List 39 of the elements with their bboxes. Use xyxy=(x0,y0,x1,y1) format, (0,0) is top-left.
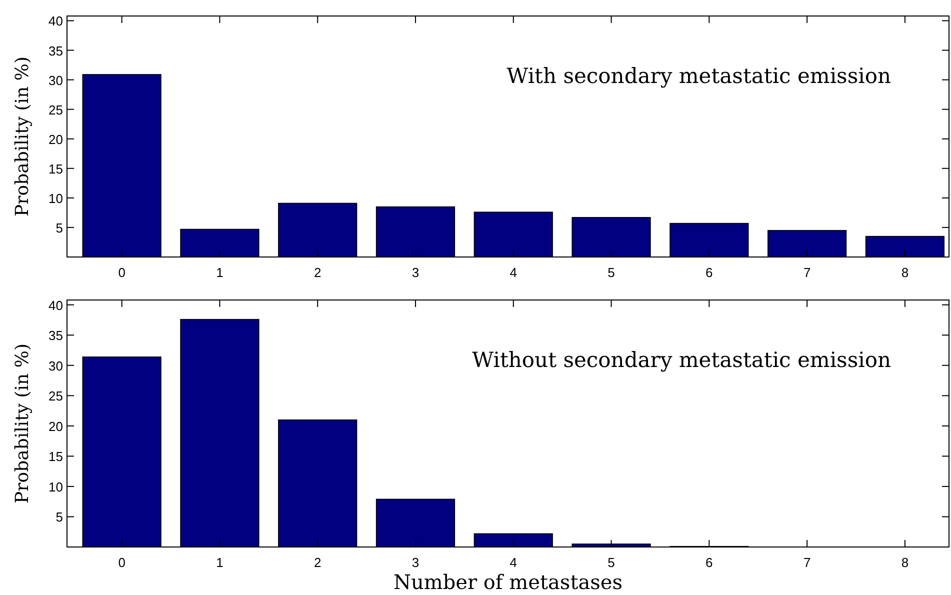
y-tick-label: 20 xyxy=(48,132,63,147)
y-axis-title: Probability (in %) xyxy=(12,56,33,216)
x-tick-label: 0 xyxy=(118,555,126,570)
y-tick-label: 5 xyxy=(56,220,63,236)
y-tick-label: 40 xyxy=(48,298,63,313)
x-tick-label: 1 xyxy=(216,555,224,570)
x-tick-label: 7 xyxy=(803,555,811,570)
annotation: With secondary metastatic emission xyxy=(506,64,891,88)
y-tick-label: 5 xyxy=(56,510,63,525)
x-tick-label: 2 xyxy=(314,265,322,280)
x-tick-label: 5 xyxy=(608,555,615,570)
y-tick-label: 30 xyxy=(48,358,63,374)
y-axis-title: Probability (in %) xyxy=(12,344,33,504)
x-tick-label: 3 xyxy=(412,265,420,280)
y-tick-label: 25 xyxy=(48,388,63,404)
x-tick-label: 8 xyxy=(901,555,909,570)
x-axis-title: Number of metastases xyxy=(393,570,623,594)
x-tick-label: 7 xyxy=(803,265,811,280)
y-tick-label: 15 xyxy=(48,161,63,176)
x-tick-label: 8 xyxy=(901,265,909,280)
x-tick-label: 0 xyxy=(118,265,126,280)
x-tick-label: 6 xyxy=(706,555,713,570)
x-tick-label: 6 xyxy=(706,265,713,280)
x-tick-label: 2 xyxy=(314,555,322,570)
y-tick-label: 25 xyxy=(48,102,63,118)
annotation: Without secondary metastatic emission xyxy=(472,348,891,372)
y-tick-label: 40 xyxy=(48,14,63,29)
x-tick-label: 4 xyxy=(510,265,517,280)
y-tick-label: 20 xyxy=(48,418,63,434)
y-tick-label: 35 xyxy=(48,328,63,344)
y-tick-label: 15 xyxy=(48,449,63,464)
y-tick-label: 10 xyxy=(48,190,63,206)
y-tick-label: 30 xyxy=(48,72,63,88)
x-tick-label: 4 xyxy=(510,555,517,570)
y-tick-label: 35 xyxy=(48,43,63,58)
y-tick-label: 10 xyxy=(48,479,63,494)
x-tick-label: 5 xyxy=(608,265,615,280)
x-tick-label: 1 xyxy=(216,265,224,280)
x-tick-label: 3 xyxy=(412,555,420,570)
